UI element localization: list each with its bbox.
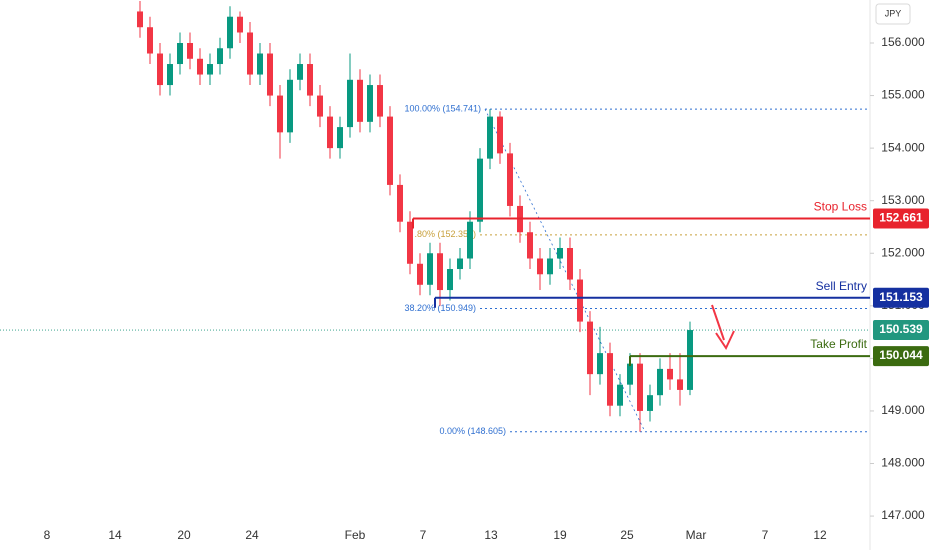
candle-body <box>547 258 553 275</box>
level-name: Stop Loss <box>814 200 867 214</box>
candle-body <box>357 79 363 122</box>
candle-body <box>307 64 313 96</box>
candle-body <box>597 353 603 375</box>
y-tick-label: 149.000 <box>881 403 925 417</box>
candle-body <box>237 16 243 33</box>
candle-body <box>287 79 293 133</box>
candle-body <box>337 127 343 149</box>
price-tag <box>873 287 929 308</box>
candle-body <box>567 247 573 280</box>
candle-body <box>587 321 593 375</box>
candle-body <box>677 379 683 390</box>
candle-body <box>647 395 653 411</box>
candle-body <box>617 384 623 406</box>
level-name: Take Profit <box>810 337 867 351</box>
x-tick-label: 25 <box>620 528 634 542</box>
y-tick-label: 154.000 <box>881 140 925 154</box>
x-tick-label: 7 <box>762 528 769 542</box>
candle-body <box>437 253 443 291</box>
x-tick-label: 8 <box>44 528 51 542</box>
candle-body <box>577 279 583 322</box>
candle-body <box>387 116 393 185</box>
candle-body <box>467 221 473 259</box>
candle-body <box>147 27 153 54</box>
y-tick-label: 153.000 <box>881 193 925 207</box>
currency-label: JPY <box>885 8 902 18</box>
candle-body <box>537 258 543 275</box>
candle-body <box>637 363 643 411</box>
candle-body <box>257 53 263 75</box>
candle-body <box>137 11 143 28</box>
candle-body <box>497 116 503 154</box>
candle-body <box>417 263 423 285</box>
price-tag <box>873 208 929 229</box>
y-tick-label: 152.000 <box>881 245 925 259</box>
candle-body <box>487 116 493 159</box>
candle-body <box>657 368 663 396</box>
candle-body <box>687 330 693 390</box>
candle-body <box>397 184 403 222</box>
price-tag <box>873 346 929 367</box>
candle-body <box>327 116 333 149</box>
y-tick-label: 148.000 <box>881 456 925 470</box>
candle-body <box>507 153 513 206</box>
fib-label: 100.00% (154.741) <box>404 104 481 114</box>
candle-body <box>377 85 383 117</box>
candle-body <box>667 368 673 380</box>
candle-body <box>177 42 183 65</box>
candle-body <box>557 247 563 259</box>
candle-body <box>247 32 253 75</box>
x-tick-label: 24 <box>245 528 259 542</box>
price-tag <box>873 320 929 341</box>
price-tag-label: 151.153 <box>879 290 923 304</box>
fib-label: .80% (152.350) <box>414 229 476 239</box>
x-tick-label: 13 <box>484 528 498 542</box>
candle-body <box>457 258 463 270</box>
candle-body <box>297 64 303 80</box>
candle-body <box>157 53 163 86</box>
candle-body <box>477 158 483 222</box>
level-name: Sell Entry <box>816 279 867 293</box>
price-tag-label: 150.539 <box>879 322 923 336</box>
x-tick-label: 20 <box>177 528 191 542</box>
fib-label: 38.20% (150.949) <box>404 303 476 313</box>
candle-body <box>217 48 223 65</box>
x-tick-label: 7 <box>420 528 427 542</box>
x-tick-label: Mar <box>686 528 707 542</box>
y-tick-label: 156.000 <box>881 35 925 49</box>
x-tick-label: 19 <box>553 528 567 542</box>
x-tick-label: 12 <box>813 528 827 542</box>
candle-body <box>207 64 213 75</box>
candle-body <box>427 253 433 285</box>
candle-body <box>277 95 283 133</box>
candle-body <box>347 79 353 128</box>
price-tag-label: 152.661 <box>879 211 923 225</box>
candle-body <box>167 64 173 86</box>
candle-body <box>187 42 193 59</box>
price-tag-label: 150.044 <box>879 348 923 362</box>
direction-arrow <box>711 304 735 351</box>
candle-body <box>447 269 453 291</box>
fib-label: 0.00% (148.605) <box>439 426 506 436</box>
candle-body <box>317 95 323 117</box>
x-tick-label: 14 <box>108 528 122 542</box>
candle-body <box>627 363 633 385</box>
candle-body <box>607 353 613 406</box>
candle-body <box>407 221 413 264</box>
y-tick-label: 147.000 <box>881 508 925 522</box>
x-tick-label: Feb <box>345 528 366 542</box>
candle-body <box>197 58 203 75</box>
candle-body <box>527 232 533 259</box>
candle-body <box>227 16 233 49</box>
candle-body <box>367 85 373 122</box>
candle-body <box>267 53 273 96</box>
y-tick-label: 155.000 <box>881 88 925 102</box>
currency-box <box>875 3 911 25</box>
